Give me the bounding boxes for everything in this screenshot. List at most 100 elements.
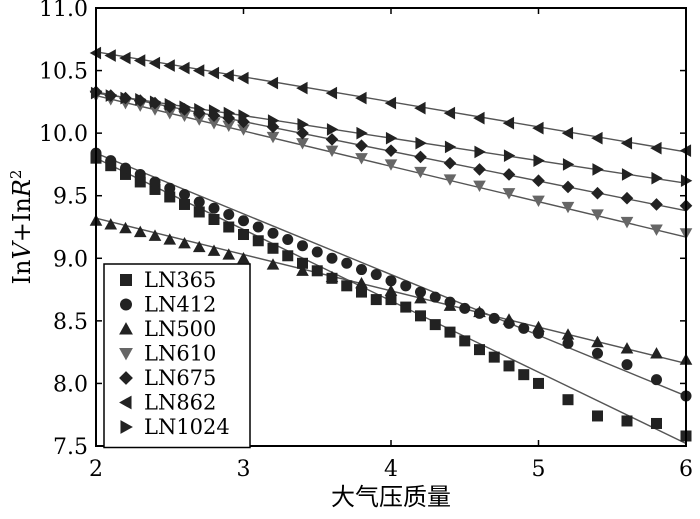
data-point-ln862	[355, 91, 367, 105]
data-point-ln862	[163, 59, 175, 72]
data-point-ln675	[502, 168, 516, 181]
data-point-ln365	[533, 377, 544, 389]
data-point-ln675	[192, 106, 206, 120]
data-point-ln1024	[223, 106, 236, 120]
y-tick-label: 11.0	[39, 0, 88, 22]
data-point-ln500	[148, 229, 162, 241]
data-point-ln675	[414, 150, 427, 164]
data-point-ln862	[104, 49, 116, 62]
data-point-ln862	[237, 71, 249, 85]
data-point-ln365	[488, 351, 500, 363]
data-point-ln500	[222, 248, 236, 260]
data-point-ln675	[561, 180, 575, 194]
data-point-ln610	[237, 124, 250, 136]
data-point-ln500	[532, 320, 545, 333]
data-point-ln365	[238, 229, 249, 241]
x-tick-label: 6	[679, 457, 693, 482]
data-point-ln675	[620, 191, 634, 205]
data-point-ln365	[193, 206, 205, 218]
data-point-ln610	[650, 224, 663, 236]
data-point-ln365	[621, 415, 633, 427]
data-point-ln1024	[238, 109, 250, 122]
data-point-ln365	[429, 319, 441, 331]
data-point-ln675	[222, 111, 236, 125]
data-point-ln862	[502, 116, 515, 130]
data-point-ln610	[355, 153, 368, 165]
legend-marker-ln412	[120, 298, 132, 311]
data-point-ln365	[459, 335, 471, 347]
data-point-ln365	[208, 213, 220, 225]
data-point-ln610	[502, 188, 516, 200]
data-point-ln1024	[385, 131, 398, 145]
data-point-ln862	[296, 81, 308, 95]
y-tick-label: 10.5	[39, 60, 88, 85]
data-point-ln500	[192, 240, 206, 253]
x-tick-label: 3	[237, 457, 251, 482]
data-point-ln412	[326, 252, 338, 264]
data-point-ln1024	[444, 140, 457, 154]
data-point-ln412	[385, 275, 397, 287]
legend-box	[103, 263, 251, 449]
data-point-ln412	[341, 257, 353, 269]
data-point-ln1024	[105, 89, 118, 102]
data-point-ln610	[443, 174, 457, 186]
legend-label-ln365: LN365	[144, 268, 216, 292]
data-point-ln412	[105, 155, 117, 167]
data-point-ln365	[385, 294, 397, 306]
data-point-ln1024	[503, 149, 516, 162]
data-point-ln500	[355, 276, 368, 289]
data-point-ln675	[296, 126, 309, 140]
data-point-ln412	[267, 227, 279, 239]
data-point-ln365	[474, 344, 485, 356]
data-point-ln365	[562, 394, 574, 406]
data-point-ln500	[620, 342, 634, 354]
data-point-ln1024	[194, 103, 206, 116]
data-point-ln412	[311, 246, 323, 258]
data-point-ln862	[650, 141, 662, 155]
legend-label-ln610: LN610	[144, 342, 216, 366]
data-point-ln610	[296, 138, 309, 150]
data-point-ln500	[178, 236, 191, 249]
fit-line-ln412	[95, 152, 687, 397]
data-point-ln862	[561, 126, 574, 140]
data-point-ln862	[473, 111, 485, 125]
y-axis-title: InV+InR2	[7, 170, 36, 285]
data-point-ln862	[133, 54, 146, 67]
data-point-ln862	[178, 61, 190, 75]
axis-ticks: 2 3 4 5 6 7.5 8.0 8.5 9.0 9.5 10.0 10.5 11.0	[39, 0, 693, 482]
data-point-ln365	[651, 417, 662, 429]
data-point-ln500	[296, 264, 309, 276]
data-point-ln500	[325, 270, 339, 283]
data-point-ln675	[207, 109, 221, 122]
data-point-ln365	[356, 286, 367, 298]
data-point-ln675	[355, 139, 368, 152]
series-ln862	[89, 46, 692, 157]
data-point-ln500	[119, 221, 132, 234]
legend-marker-ln675	[119, 371, 133, 385]
data-point-ln365	[164, 191, 176, 203]
data-point-ln862	[384, 96, 397, 110]
data-point-ln862	[532, 121, 544, 135]
data-point-ln500	[133, 225, 147, 238]
x-axis-title: 大气压质量	[331, 483, 451, 511]
data-point-ln365	[297, 257, 308, 269]
data-point-ln412	[223, 208, 235, 220]
data-point-ln365	[282, 250, 294, 262]
data-point-ln365	[518, 369, 530, 381]
data-point-ln610	[591, 209, 604, 221]
data-point-ln365	[134, 176, 146, 188]
data-point-ln412	[282, 234, 294, 246]
data-point-ln365	[179, 198, 190, 210]
y-axis-title-superscript: 2	[7, 170, 25, 180]
data-point-ln412	[400, 280, 412, 292]
data-point-ln610	[222, 120, 236, 132]
data-point-ln610	[207, 118, 221, 130]
data-point-ln1024	[208, 104, 221, 117]
y-tick-label: 8.5	[53, 310, 88, 335]
x-tick-label: 2	[89, 457, 103, 482]
data-point-ln675	[591, 186, 604, 200]
legend-marker-ln862	[119, 395, 132, 410]
data-point-ln365	[252, 235, 264, 247]
data-point-ln412	[164, 182, 176, 194]
